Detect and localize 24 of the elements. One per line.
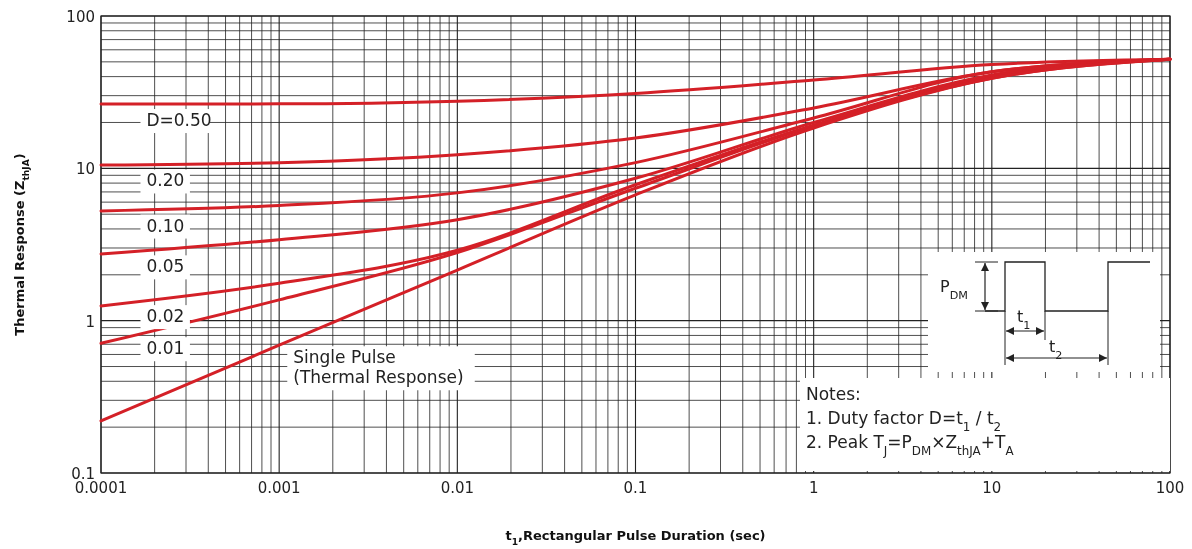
annotation: t$_{1}$ (1017, 307, 1031, 332)
series-label: 0.10 (146, 215, 185, 236)
x-tick-label: 1 (808, 479, 819, 497)
annotation: Notes: (806, 384, 861, 404)
series-label: 0.01 (146, 338, 185, 359)
series-label: 0.20 (146, 170, 185, 191)
annotation: 2. Peak T$_{J}$=P$_{DM}$×Z$_{thJA}$+T$_{A}$ (806, 432, 1015, 458)
series-label: D=0.50 (146, 110, 212, 131)
series-label: Single Pulse (Thermal Response) (293, 347, 464, 388)
annotation: 1. Duty factor D=t$_{1}$ / t$_{2}$ (806, 408, 1002, 434)
x-tick-label: 0.01 (440, 479, 475, 497)
x-axis-title: t$_{1}$,Rectangular Pulse Duration (sec) (505, 528, 766, 547)
annotation: t$_{2}$ (1049, 337, 1063, 362)
x-tick-label: 100 (1155, 479, 1185, 497)
x-tick-label: 0.1 (623, 479, 648, 497)
x-tick-label: 0.0001 (74, 479, 128, 497)
x-tick-label: 0.001 (257, 479, 301, 497)
x-tick-label: 10 (982, 479, 1002, 497)
series-label: 0.02 (146, 306, 185, 327)
series-label: 0.05 (146, 256, 185, 277)
y-tick-label: 1 (85, 312, 95, 331)
annotation: P$_{DM}$ (940, 277, 968, 302)
y-tick-label: 10 (75, 160, 95, 179)
y-tick-label: 100 (66, 8, 95, 26)
